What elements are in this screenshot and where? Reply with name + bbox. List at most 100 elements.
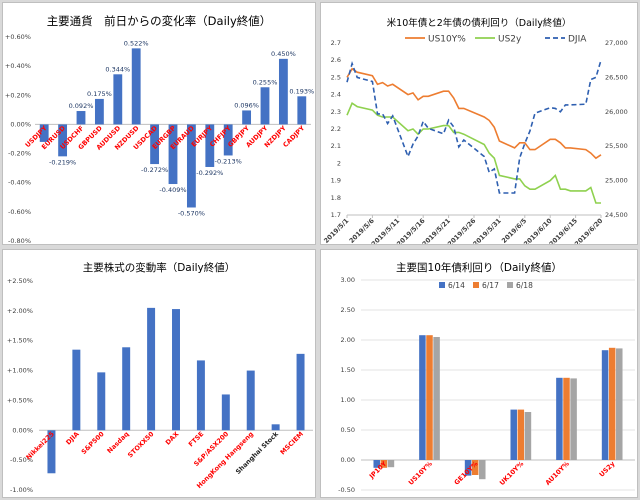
bar-s-p500 [97,372,106,431]
currency-change-panel: 主要通貨 前日からの変化率（Daily終値） -0.80% -0.60% -0.40… [2,2,316,245]
y-tick-label: -0.50 [338,486,355,494]
series-line-us2y [346,101,601,204]
data-label: -0.213% [215,157,242,165]
bar-us10y-6-17 [426,335,433,460]
bar-cadjpy [297,96,307,125]
legend-label: 6/18 [516,281,533,290]
y-tick-label: 1.50 [341,366,355,374]
y-tick-label: +0.20% [5,91,31,99]
right-tick-label: 26,000 [605,108,628,116]
left-tick-label: 2.7 [331,39,341,47]
left-tick-label: 1.7 [331,211,341,219]
bar-uk10y-6-14 [510,409,517,460]
right-tick-label: 26,500 [605,73,628,81]
bar-eurjpy [205,124,215,167]
bond-yield-panel: 主要国10年債利回り（Daily終値） -0.50 0.00 0.50 1.00 1.5… [320,249,638,498]
series-line-us10y [346,67,602,160]
category-label: S&P500 [80,430,106,456]
legend-swatch [507,282,513,288]
bar-nzdusd [131,48,141,125]
us-yield-chart: 1.7 1.8 1.9 2 2.1 2.2 2.3 2.4 2.5 2.6 2.7 24,500 25,… [322,35,628,245]
bar-nzdjpy [278,58,288,125]
y-tick-label: 0.00 [341,456,355,464]
bar-us2y-6-18 [616,348,623,460]
bar-nasdaq [122,347,131,431]
bar-au10y-6-17 [563,377,570,460]
left-tick-label: 2.5 [331,73,341,81]
currency-change-chart: -0.80% -0.60% -0.40% -0.20% 0.00% +0.20% +0.40… [5,33,314,244]
y-tick-label: +1.00% [7,367,33,375]
bar-ge10y-6-17 [471,460,479,475]
bar-ge10y-6-18 [479,460,486,480]
left-tick-label: 2.2 [331,125,341,133]
y-tick-label: 1.00 [341,396,355,404]
category-label: DJIA [64,430,80,446]
bar-audusd [113,74,123,125]
bar-eurgbp [168,124,178,185]
bar-nikkei225 [47,430,56,474]
data-label: -0.409% [159,186,186,194]
y-tick-label: 0.50 [341,426,355,434]
y-tick-label: +0.40% [5,62,31,70]
bar-chfjpy [223,124,233,156]
category-label: DAX [164,430,181,447]
legend-swatch [473,282,479,288]
category-label: FTSE [187,430,205,448]
y-tick-label: -0.40% [8,179,31,187]
y-tick-label: 3.00 [341,276,355,284]
left-tick-label: 1.9 [331,177,341,185]
category-label: Shanghai Stock [234,430,280,476]
y-tick-label: +2.00% [7,307,33,315]
data-label: 0.175% [87,90,112,98]
bar-jp10y-6-14 [373,460,380,468]
legend-label: DJIA [568,35,587,45]
bar-us10y-6-18 [433,337,440,460]
data-label: -0.292% [196,169,223,177]
legend-label: US2y [498,35,522,45]
x-tick-label: 2019/6/20 [573,216,605,245]
bar-jp10y-6-18 [387,460,395,468]
legend-swatch [439,282,445,288]
bar-eurusd [58,124,68,157]
data-label: 0.522% [124,39,149,47]
us-yield-panel: 米10年債と2年債の債利回り（Daily終値） 1.7 1.8 1.9 2 2.1 2.2… [320,2,638,245]
bar-gbpjpy [242,110,252,125]
bar-uk10y-6-17 [517,409,525,460]
category-label: AU10Y% [544,459,571,486]
bar-euraud [186,124,196,208]
bar-ftse [196,360,205,431]
legend-label: 6/14 [448,281,465,290]
data-label: 0.255% [253,78,278,86]
category-label: MSCIEM [279,430,305,456]
bar-jp10y-6-17 [380,460,388,468]
bar-usdchf [76,111,86,125]
y-tick-label: +0.50% [7,396,33,404]
y-tick-label: -0.50% [10,456,33,464]
bar-s-p-asx200 [221,394,230,431]
bar-gbpusd [94,98,104,125]
data-label: 0.096% [234,101,259,109]
y-tick-label: 2.00 [341,336,355,344]
stock-change-chart: -1.00% -0.50% 0.00% +0.50% +1.00% +1.50% +2.00… [7,277,313,494]
bar-hongkong-hangseng [246,370,255,431]
bar-shanghai-stock [271,424,280,431]
data-label: 0.193% [289,87,314,95]
x-tick-label: 2019/5/31 [471,216,503,245]
data-label: 0.092% [69,102,94,110]
stock-change-panel: 主要株式の変動率（Daily終値） -1.00% -0.50% 0.00% +0.50… [2,249,316,498]
left-tick-label: 1.8 [331,194,341,202]
right-tick-label: 24,500 [605,211,628,219]
right-tick-label: 25,000 [605,177,628,185]
y-tick-label: 0.00% [12,426,33,434]
bar-us10y-6-14 [419,335,426,460]
data-label: 0.344% [105,65,130,73]
bar-au10y-6-14 [556,377,563,460]
bar-au10y-6-18 [570,378,577,460]
left-tick-label: 2.4 [331,91,341,99]
left-tick-label: 2.1 [331,142,341,150]
category-label: US10Y% [407,459,434,486]
bar-msciem [296,353,305,431]
right-tick-label: 27,000 [605,39,628,47]
category-label: US2y [598,459,617,478]
